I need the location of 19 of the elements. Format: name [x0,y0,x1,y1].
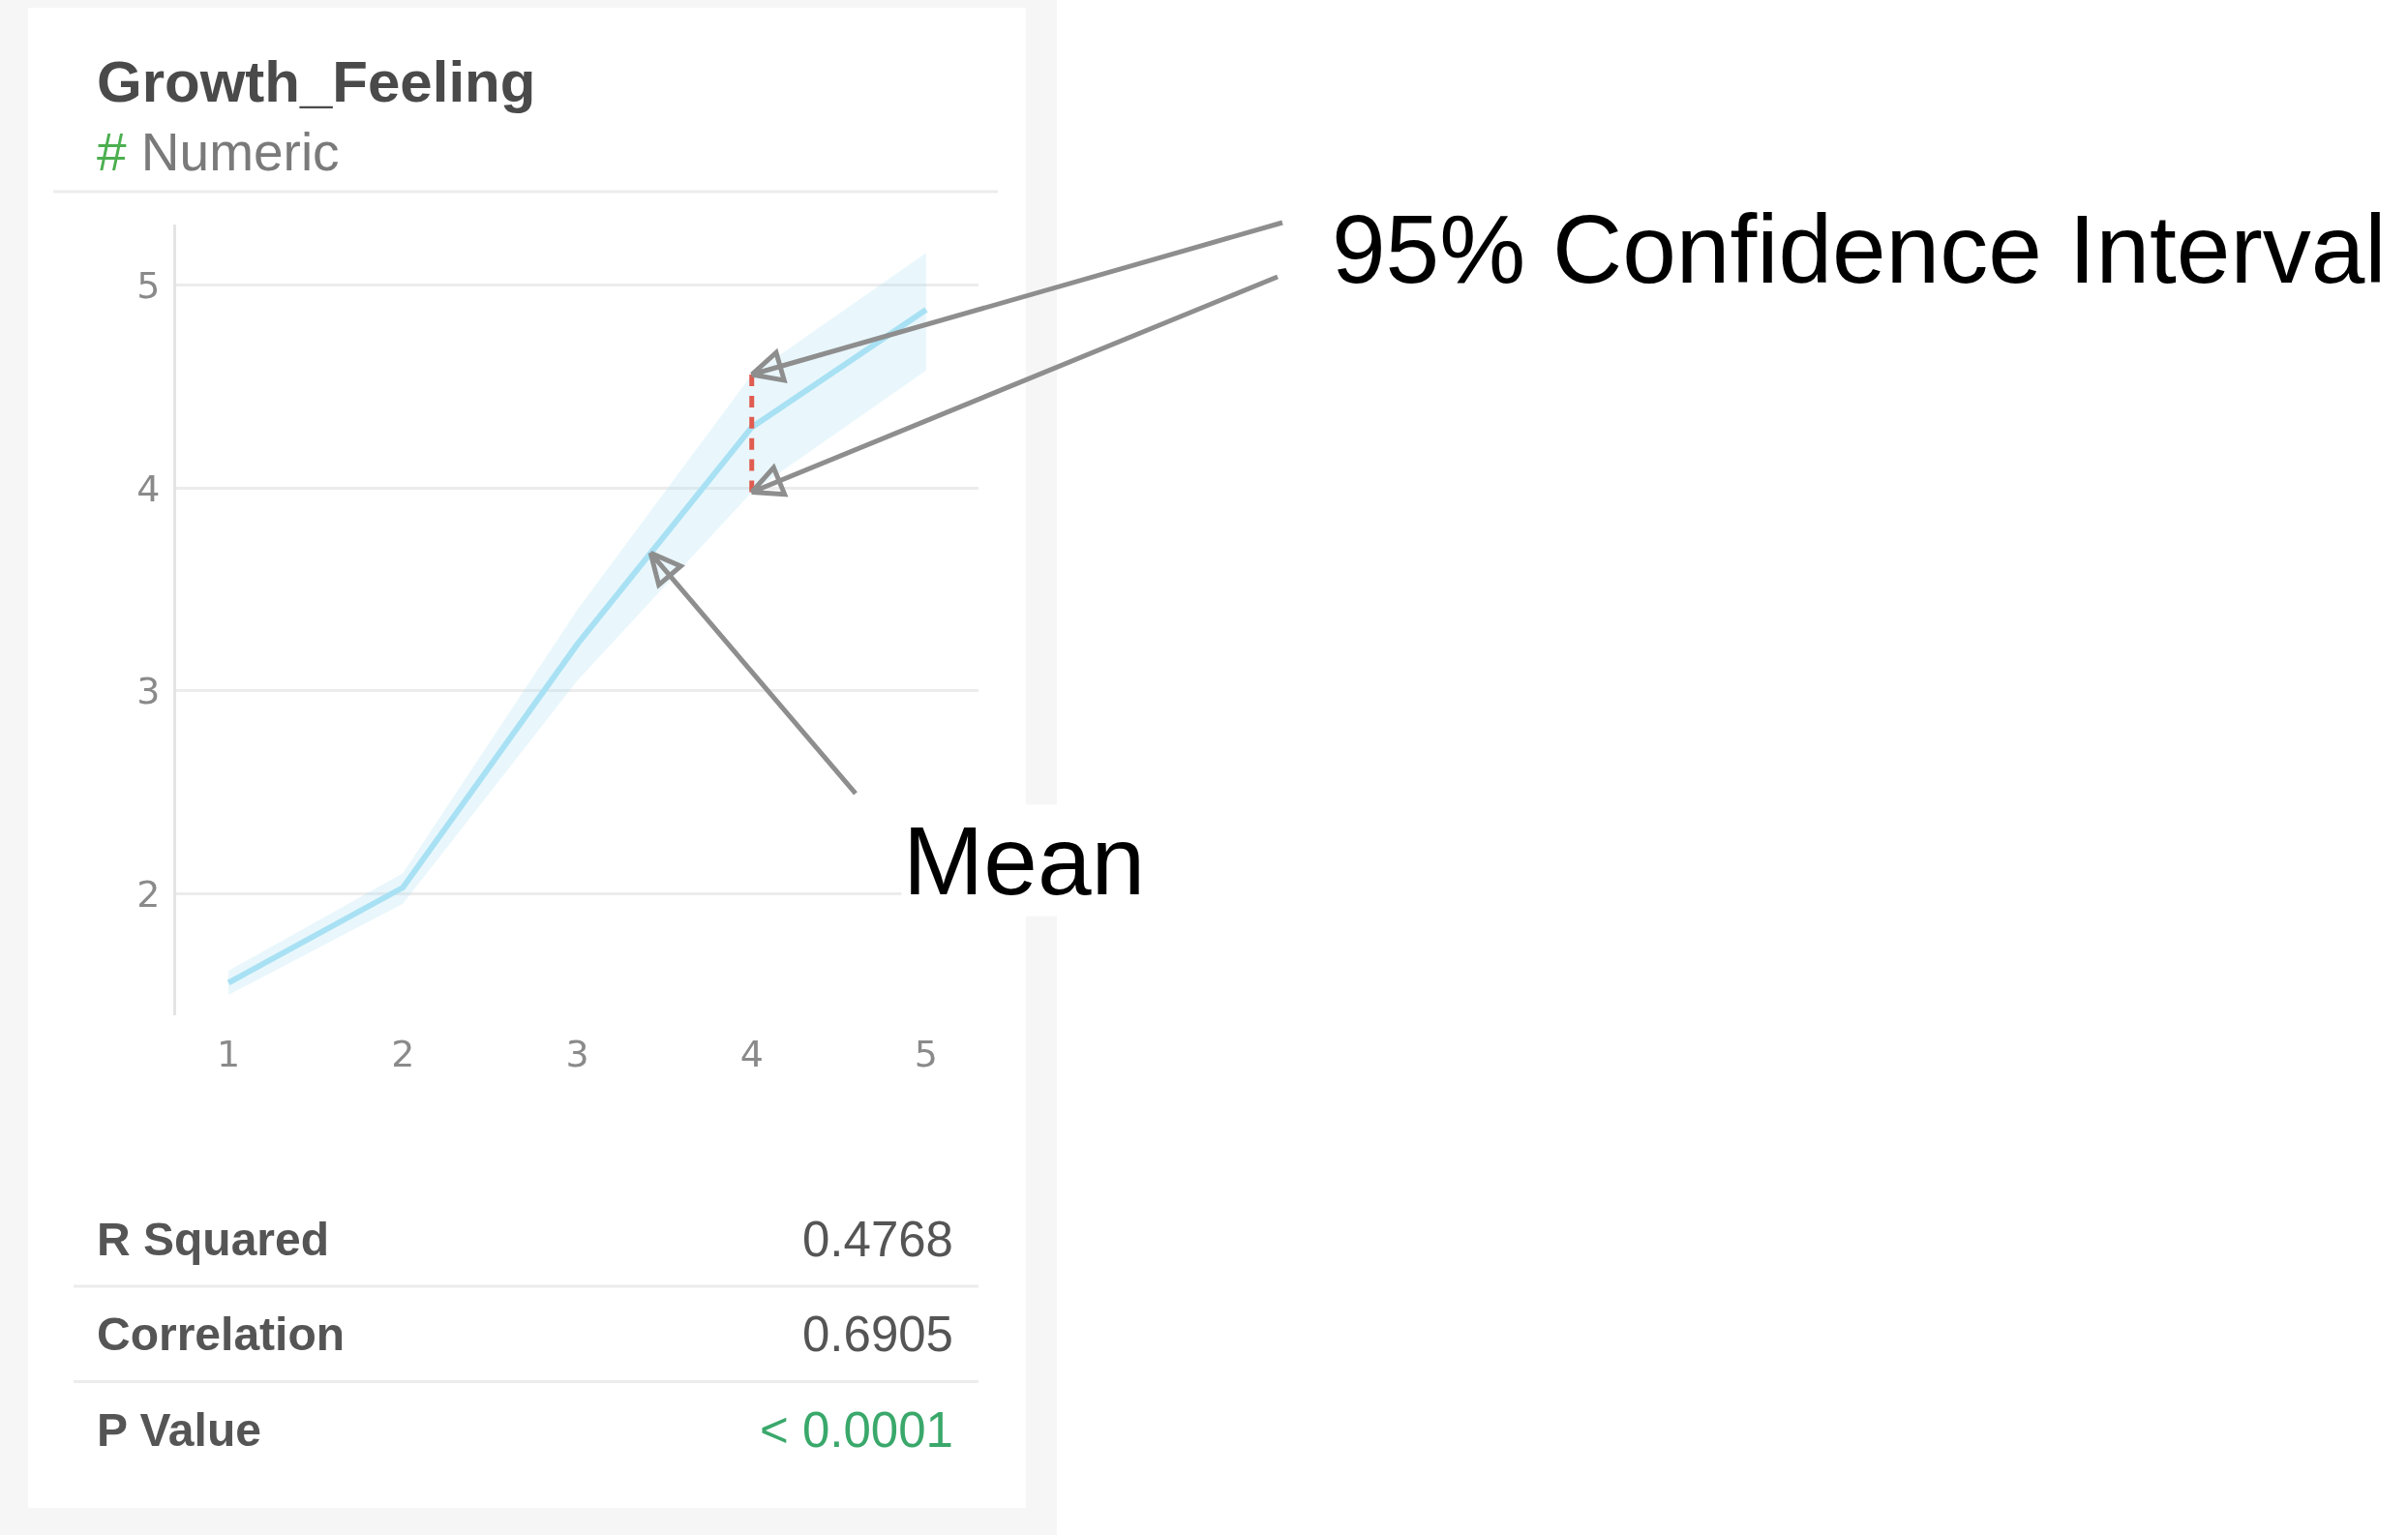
annotation: 95% Confidence Interval [1332,195,2387,303]
chart-title: Growth_Feeling [97,49,536,114]
x-tick-label: 3 [565,1033,589,1075]
text: P Value [97,1404,261,1456]
chart-subtitle: # Numeric [97,122,340,182]
text: 0.4768 [802,1212,953,1267]
y-tick-label: 3 [136,670,161,713]
x-tick-label: 1 [216,1033,241,1075]
text: 0.6905 [802,1307,953,1362]
x-tick-label: 2 [391,1033,415,1075]
y-tick-label: 5 [136,264,161,308]
y-tick-label: 2 [136,872,161,916]
text: R Squared [97,1214,330,1265]
x-tick-label: 5 [914,1033,939,1075]
y-tick-label: 4 [136,467,161,510]
text: < 0.0001 [760,1402,953,1458]
annotation: Mean [903,806,1146,915]
text: Correlation [97,1309,346,1360]
x-tick-label: 4 [739,1033,764,1075]
